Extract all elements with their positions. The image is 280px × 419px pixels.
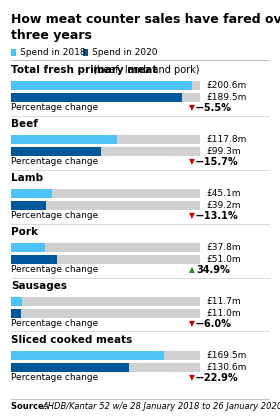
FancyBboxPatch shape: [11, 243, 45, 252]
FancyBboxPatch shape: [11, 147, 101, 156]
Text: Percentage change: Percentage change: [11, 373, 99, 382]
Text: Percentage change: Percentage change: [11, 103, 99, 112]
Text: ▼: ▼: [189, 319, 195, 328]
Text: (beef, lamb and pork): (beef, lamb and pork): [90, 65, 199, 75]
FancyBboxPatch shape: [11, 351, 164, 360]
Text: How meat counter sales have fared over the past
three years: How meat counter sales have fared over t…: [11, 13, 280, 42]
Text: Total fresh primary meat: Total fresh primary meat: [11, 65, 158, 75]
Text: Percentage change: Percentage change: [11, 265, 99, 274]
Text: £11.7m: £11.7m: [206, 297, 241, 306]
FancyBboxPatch shape: [11, 362, 129, 372]
FancyBboxPatch shape: [11, 189, 200, 198]
FancyBboxPatch shape: [11, 147, 200, 156]
FancyBboxPatch shape: [11, 297, 200, 306]
FancyBboxPatch shape: [11, 201, 46, 210]
Text: Percentage change: Percentage change: [11, 319, 99, 328]
Text: Percentage change: Percentage change: [11, 211, 99, 220]
FancyBboxPatch shape: [11, 93, 182, 102]
Text: Beef: Beef: [11, 119, 38, 129]
Text: Source:: Source:: [11, 402, 50, 411]
FancyBboxPatch shape: [11, 81, 200, 90]
Text: Spend in 2018: Spend in 2018: [20, 48, 85, 57]
FancyBboxPatch shape: [11, 81, 192, 90]
Text: £200.6m: £200.6m: [206, 81, 247, 90]
Text: £37.8m: £37.8m: [206, 243, 241, 252]
Text: AHDB/Kantar 52 w/e 28 January 2018 to 26 January 2020: AHDB/Kantar 52 w/e 28 January 2018 to 26…: [43, 402, 280, 411]
FancyBboxPatch shape: [11, 135, 117, 144]
Text: £45.1m: £45.1m: [206, 189, 241, 198]
Text: £99.3m: £99.3m: [206, 147, 241, 156]
Text: Lamb: Lamb: [11, 173, 43, 183]
FancyBboxPatch shape: [11, 201, 200, 210]
Text: Spend in 2020: Spend in 2020: [92, 48, 157, 57]
Text: –-22.9%: –-22.9%: [196, 372, 239, 383]
FancyBboxPatch shape: [11, 308, 200, 318]
FancyBboxPatch shape: [11, 297, 22, 306]
Text: Sausages: Sausages: [11, 281, 67, 291]
Text: –-5.5%: –-5.5%: [196, 103, 232, 113]
Text: –-15.7%: –-15.7%: [196, 157, 239, 167]
Text: ▼: ▼: [189, 157, 195, 166]
Text: ▼: ▼: [189, 103, 195, 112]
FancyBboxPatch shape: [11, 135, 200, 144]
Text: ▲: ▲: [189, 265, 195, 274]
Text: Sliced cooked meats: Sliced cooked meats: [11, 335, 132, 345]
Text: Percentage change: Percentage change: [11, 157, 99, 166]
Text: £51.0m: £51.0m: [206, 255, 241, 264]
Text: –-6.0%: –-6.0%: [196, 318, 232, 328]
Text: £11.0m: £11.0m: [206, 309, 241, 318]
Text: £130.6m: £130.6m: [206, 362, 247, 372]
FancyBboxPatch shape: [11, 49, 16, 56]
FancyBboxPatch shape: [11, 308, 21, 318]
FancyBboxPatch shape: [11, 254, 200, 264]
Text: £39.2m: £39.2m: [206, 201, 241, 210]
FancyBboxPatch shape: [11, 362, 200, 372]
FancyBboxPatch shape: [11, 243, 200, 252]
FancyBboxPatch shape: [83, 49, 88, 56]
Text: ▼: ▼: [189, 373, 195, 382]
Text: 34.9%: 34.9%: [196, 265, 230, 274]
Text: –-13.1%: –-13.1%: [196, 211, 239, 221]
Text: £189.5m: £189.5m: [206, 93, 247, 102]
Text: Pork: Pork: [11, 227, 38, 237]
Text: £117.8m: £117.8m: [206, 135, 247, 144]
Text: £169.5m: £169.5m: [206, 351, 247, 360]
FancyBboxPatch shape: [11, 351, 200, 360]
FancyBboxPatch shape: [11, 93, 200, 102]
FancyBboxPatch shape: [11, 189, 52, 198]
FancyBboxPatch shape: [11, 254, 57, 264]
Text: ▼: ▼: [189, 211, 195, 220]
